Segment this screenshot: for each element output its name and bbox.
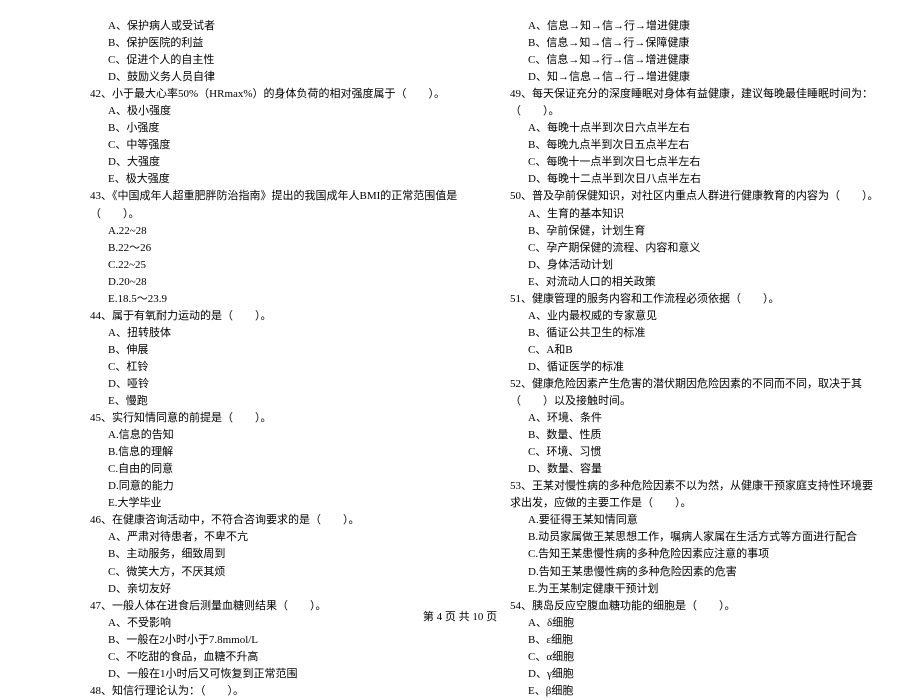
option: B、主动服务，细致周到	[90, 546, 460, 563]
option: D、每晚十二点半到次日八点半左右	[510, 171, 880, 188]
question-42: 42、小于最大心率50%（HRmax%）的身体负荷的相对强度属于（ ）。	[90, 86, 460, 103]
option: D.20~28	[90, 274, 460, 291]
option: B.信息的理解	[90, 444, 460, 461]
option: C、环境、习惯	[510, 444, 880, 461]
option: B、每晚九点半到次日五点半左右	[510, 137, 880, 154]
right-column: A、信息→知→信→行→增进健康 B、信息→知→信→行→保障健康 C、信息→知→行…	[490, 18, 880, 600]
option: C、促进个人的自主性	[90, 52, 460, 69]
option: A.要征得王某知情同意	[510, 512, 880, 529]
option: B、数量、性质	[510, 427, 880, 444]
question-54: 54、胰岛反应空腹血糖功能的细胞是（ ）。	[510, 598, 880, 615]
option: B.动员家属做王某思想工作，嘱病人家属在生活方式等方面进行配合	[510, 529, 880, 546]
option: E、极大强度	[90, 171, 460, 188]
option: C、杠铃	[90, 359, 460, 376]
option: C、每晚十一点半到次日七点半左右	[510, 154, 880, 171]
option: D.告知王某患慢性病的多种危险因素的危害	[510, 564, 880, 581]
option: D、大强度	[90, 154, 460, 171]
option: E.大学毕业	[90, 495, 460, 512]
option: B、伸展	[90, 342, 460, 359]
question-52: 52、健康危险因素产生危害的潜伏期因危险因素的不同而不同，取决于其（ ）以及接触…	[510, 376, 880, 410]
option: D、鼓励义务人员自律	[90, 69, 460, 86]
option: D.同意的能力	[90, 478, 460, 495]
option: B、循证公共卫生的标准	[510, 325, 880, 342]
option: A、业内最权威的专家意见	[510, 308, 880, 325]
option: C、微笑大方，不厌其烦	[90, 564, 460, 581]
option: B.22～26	[90, 240, 460, 257]
question-43: 43、《中国成年人超重肥胖防治指南》提出的我国成年人BMI的正常范围值是（ ）。	[90, 188, 460, 222]
option: C、中等强度	[90, 137, 460, 154]
question-50: 50、普及孕前保健知识，对社区内重点人群进行健康教育的内容为（ ）。	[510, 188, 880, 205]
option: B、小强度	[90, 120, 460, 137]
option: A、信息→知→信→行→增进健康	[510, 18, 880, 35]
option: A、严肃对待患者，不卑不亢	[90, 529, 460, 546]
option: A、环境、条件	[510, 410, 880, 427]
option: E、慢跑	[90, 393, 460, 410]
option: E.为王某制定健康干预计划	[510, 581, 880, 598]
option: D、循证医学的标准	[510, 359, 880, 376]
option: A、极小强度	[90, 103, 460, 120]
question-51: 51、健康管理的服务内容和工作流程必须依据（ ）。	[510, 291, 880, 308]
option: A、扭转肢体	[90, 325, 460, 342]
option: E、对流动人口的相关政策	[510, 274, 880, 291]
option: C、信息→知→行→信→增进健康	[510, 52, 880, 69]
option: C、α细胞	[510, 649, 880, 666]
option: A.22~28	[90, 223, 460, 240]
option: B、ε细胞	[510, 632, 880, 649]
page-body: A、保护病人或受试者 B、保护医院的利益 C、促进个人的自主性 D、鼓励义务人员…	[0, 0, 920, 600]
option: A、生育的基本知识	[510, 206, 880, 223]
option: C.自由的同意	[90, 461, 460, 478]
question-48: 48、知信行理论认为：（ ）。	[90, 683, 460, 700]
option: D、一般在1小时后又可恢复到正常范围	[90, 666, 460, 683]
option: D、身体活动计划	[510, 257, 880, 274]
option: A、保护病人或受试者	[90, 18, 460, 35]
option: D、知→信息→信→行→增进健康	[510, 69, 880, 86]
option: A、δ细胞	[510, 615, 880, 632]
option: A.信息的告知	[90, 427, 460, 444]
option: C.22~25	[90, 257, 460, 274]
option: D、哑铃	[90, 376, 460, 393]
option: A、每晚十点半到次日六点半左右	[510, 120, 880, 137]
question-44: 44、属于有氧耐力运动的是（ ）。	[90, 308, 460, 325]
option: C.告知王某患慢性病的多种危险因素应注意的事项	[510, 546, 880, 563]
option: C、不吃甜的食品，血糖不升高	[90, 649, 460, 666]
option: C、A和B	[510, 342, 880, 359]
option: C、孕产期保健的流程、内容和意义	[510, 240, 880, 257]
question-49: 49、每天保证充分的深度睡眠对身体有益健康，建议每晚最佳睡眠时间为：（ ）。	[510, 86, 880, 120]
option: E.18.5～23.9	[90, 291, 460, 308]
option: A、不受影响	[90, 615, 460, 632]
question-46: 46、在健康咨询活动中，不符合咨询要求的是（ ）。	[90, 512, 460, 529]
option: B、保护医院的利益	[90, 35, 460, 52]
question-47: 47、一般人体在进食后测量血糖则结果（ ）。	[90, 598, 460, 615]
question-53: 53、王某对慢性病的多种危险因素不以为然，从健康干预家庭支持性环境要求出发，应做…	[510, 478, 880, 512]
option: D、γ细胞	[510, 666, 880, 683]
option: D、数量、容量	[510, 461, 880, 478]
left-column: A、保护病人或受试者 B、保护医院的利益 C、促进个人的自主性 D、鼓励义务人员…	[90, 18, 490, 600]
question-45: 45、实行知情同意的前提是（ ）。	[90, 410, 460, 427]
option: B、一般在2小时小于7.8mmol/L	[90, 632, 460, 649]
option: B、孕前保健，计划生育	[510, 223, 880, 240]
option: E、β细胞	[510, 683, 880, 700]
option: B、信息→知→信→行→保障健康	[510, 35, 880, 52]
option: D、亲切友好	[90, 581, 460, 598]
